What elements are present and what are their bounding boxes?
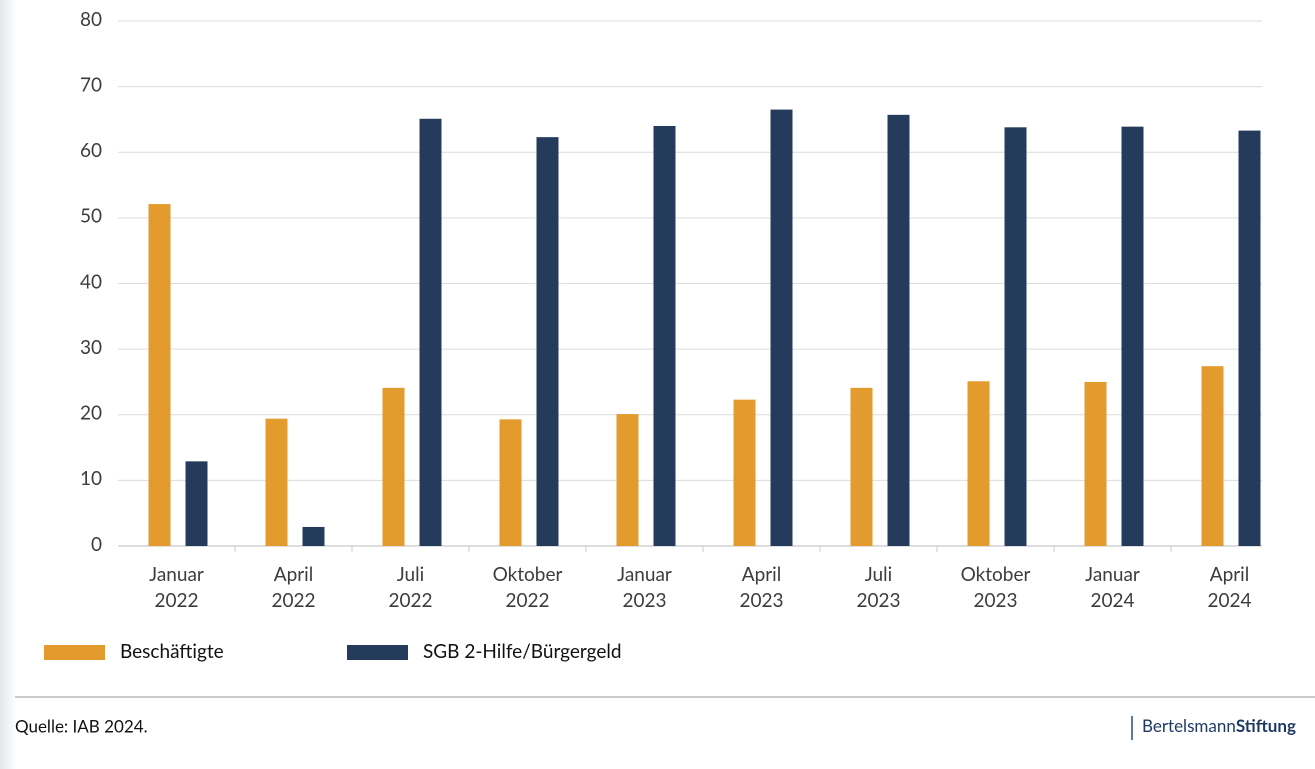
x-tick-line: 2023 — [856, 589, 900, 612]
x-tick-line: April — [1210, 563, 1249, 586]
x-tick-line: 2022 — [388, 589, 432, 612]
x-tick-line: 2023 — [973, 589, 1017, 612]
legend-label: Beschäftigte — [120, 640, 224, 663]
bar — [536, 137, 559, 546]
source: Quelle: IAB 2024. — [15, 715, 148, 736]
bar — [1084, 381, 1107, 546]
bar — [265, 418, 288, 546]
x-tick-line: Oktober — [961, 563, 1031, 586]
y-tick-label: 30 — [80, 336, 102, 359]
y-tick-label: 20 — [80, 402, 102, 425]
bar — [148, 204, 171, 546]
bar — [850, 387, 873, 546]
bar — [733, 399, 756, 546]
x-tick-line: April — [274, 563, 313, 586]
bar — [770, 109, 793, 546]
x-tick-label: April 2024 — [1207, 563, 1251, 612]
bar — [967, 381, 990, 546]
x-tick-line: 2022 — [154, 589, 198, 612]
bar — [499, 419, 522, 546]
x-tick-line: Juli — [397, 563, 424, 586]
x-tick-line: 2022 — [271, 589, 315, 612]
y-tick-label: 60 — [80, 139, 102, 162]
y-tick-label: 10 — [80, 467, 102, 490]
x-tick-line: Januar — [1085, 563, 1140, 586]
x-tick-line: April — [742, 563, 781, 586]
x-tick-label: Juli 2022 — [388, 563, 432, 612]
bar — [653, 126, 676, 546]
x-tick-line: Juli — [865, 563, 892, 586]
y-tick-label: 0 — [91, 533, 102, 556]
bar — [1004, 127, 1027, 546]
x-tick-line: 2023 — [739, 589, 783, 612]
logo-bold: Stiftung — [1236, 715, 1296, 736]
y-tick-label: 40 — [80, 270, 102, 293]
x-tick-label: April 2023 — [739, 563, 783, 612]
legend-label: SGB 2-Hilfe/Bürgergeld — [423, 640, 622, 663]
logo-regular: Bertelsmann — [1142, 715, 1236, 736]
edge-shade — [0, 0, 16, 769]
bar — [185, 461, 208, 546]
x-tick-line: Oktober — [493, 563, 563, 586]
bar — [887, 114, 910, 546]
x-tick-label: Oktober 2022 — [493, 563, 563, 612]
x-tick-label: Januar 2023 — [617, 563, 672, 612]
logo: BertelsmannStiftung — [1142, 715, 1296, 736]
x-tick-label: Oktober 2023 — [961, 563, 1031, 612]
y-tick-label: 80 — [80, 8, 102, 31]
legend-swatch — [347, 645, 408, 660]
bar — [302, 526, 325, 546]
x-tick-label: Juli 2023 — [856, 563, 900, 612]
bar — [616, 414, 639, 546]
x-tick-line: Januar — [617, 563, 672, 586]
bar — [1121, 126, 1144, 546]
x-tick-label: Januar 2022 — [149, 563, 204, 612]
x-tick-line: 2022 — [505, 589, 549, 612]
x-tick-line: 2024 — [1090, 589, 1134, 612]
y-tick-label: 50 — [80, 205, 102, 228]
bar — [382, 387, 405, 546]
bar — [419, 118, 442, 546]
x-tick-line: 2023 — [622, 589, 666, 612]
bar — [1238, 130, 1261, 546]
x-tick-line: 2024 — [1207, 589, 1251, 612]
x-tick-line: Januar — [149, 563, 204, 586]
y-tick-label: 70 — [80, 73, 102, 96]
x-tick-label: April 2022 — [271, 563, 315, 612]
x-tick-label: Januar 2024 — [1085, 563, 1140, 612]
bar — [1201, 366, 1224, 546]
legend-swatch — [44, 645, 105, 660]
